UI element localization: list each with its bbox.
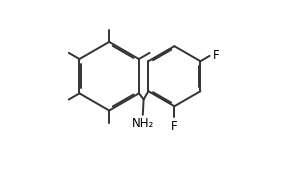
Text: F: F xyxy=(171,120,178,133)
Text: F: F xyxy=(213,49,219,62)
Text: NH₂: NH₂ xyxy=(132,117,154,130)
